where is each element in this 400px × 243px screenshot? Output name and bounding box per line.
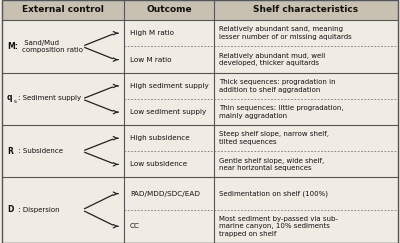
Text: Gentle shelf slope, wide shelf,
near horizontal sequences: Gentle shelf slope, wide shelf, near hor… [219,157,324,171]
Text: High subsidence: High subsidence [130,135,190,141]
Text: Thin sequences: little progradation,
mainly aggradation: Thin sequences: little progradation, mai… [219,105,344,119]
Text: Low M ratio: Low M ratio [130,57,172,63]
Text: High M ratio: High M ratio [130,30,174,36]
Text: : Dispersion: : Dispersion [16,207,59,213]
Text: D: D [7,205,13,215]
Text: : Subsidence: : Subsidence [16,148,62,154]
Text: Most sediment by-passed via sub-
marine canyon, 10% sediments
trapped on shelf: Most sediment by-passed via sub- marine … [219,216,338,237]
Text: M:: M: [7,42,18,51]
Text: Low sediment supply: Low sediment supply [130,109,206,115]
Text: q: q [7,93,12,102]
Text: Relatively abundant sand, meaning
lesser number of or missing aquitards: Relatively abundant sand, meaning lesser… [219,26,352,40]
Text: High sediment supply: High sediment supply [130,83,209,89]
Text: CC: CC [130,223,140,229]
Text: : Sediment supply: : Sediment supply [18,95,81,101]
Text: PAD/MDD/SDC/EAD: PAD/MDD/SDC/EAD [130,191,200,197]
Text: Steep shelf slope, narrow shelf,
tilted sequences: Steep shelf slope, narrow shelf, tilted … [219,131,329,145]
Text: Relatively abundant mud, well
developed, thicker aquitards: Relatively abundant mud, well developed,… [219,53,325,66]
Text: Low subsidence: Low subsidence [130,161,187,167]
Text: Shelf characteristics: Shelf characteristics [254,5,358,15]
Text: R: R [7,147,13,156]
Text: External control: External control [22,5,104,15]
Text: Sedimentation on shelf (100%): Sedimentation on shelf (100%) [219,191,328,197]
Text: s: s [14,99,16,104]
Text: Sand/Mud
composition ratio: Sand/Mud composition ratio [22,40,83,53]
Text: Thick sequences: progradation in
addition to shelf aggradation: Thick sequences: progradation in additio… [219,79,336,93]
Text: Outcome: Outcome [146,5,192,15]
Bar [2,0,398,20]
